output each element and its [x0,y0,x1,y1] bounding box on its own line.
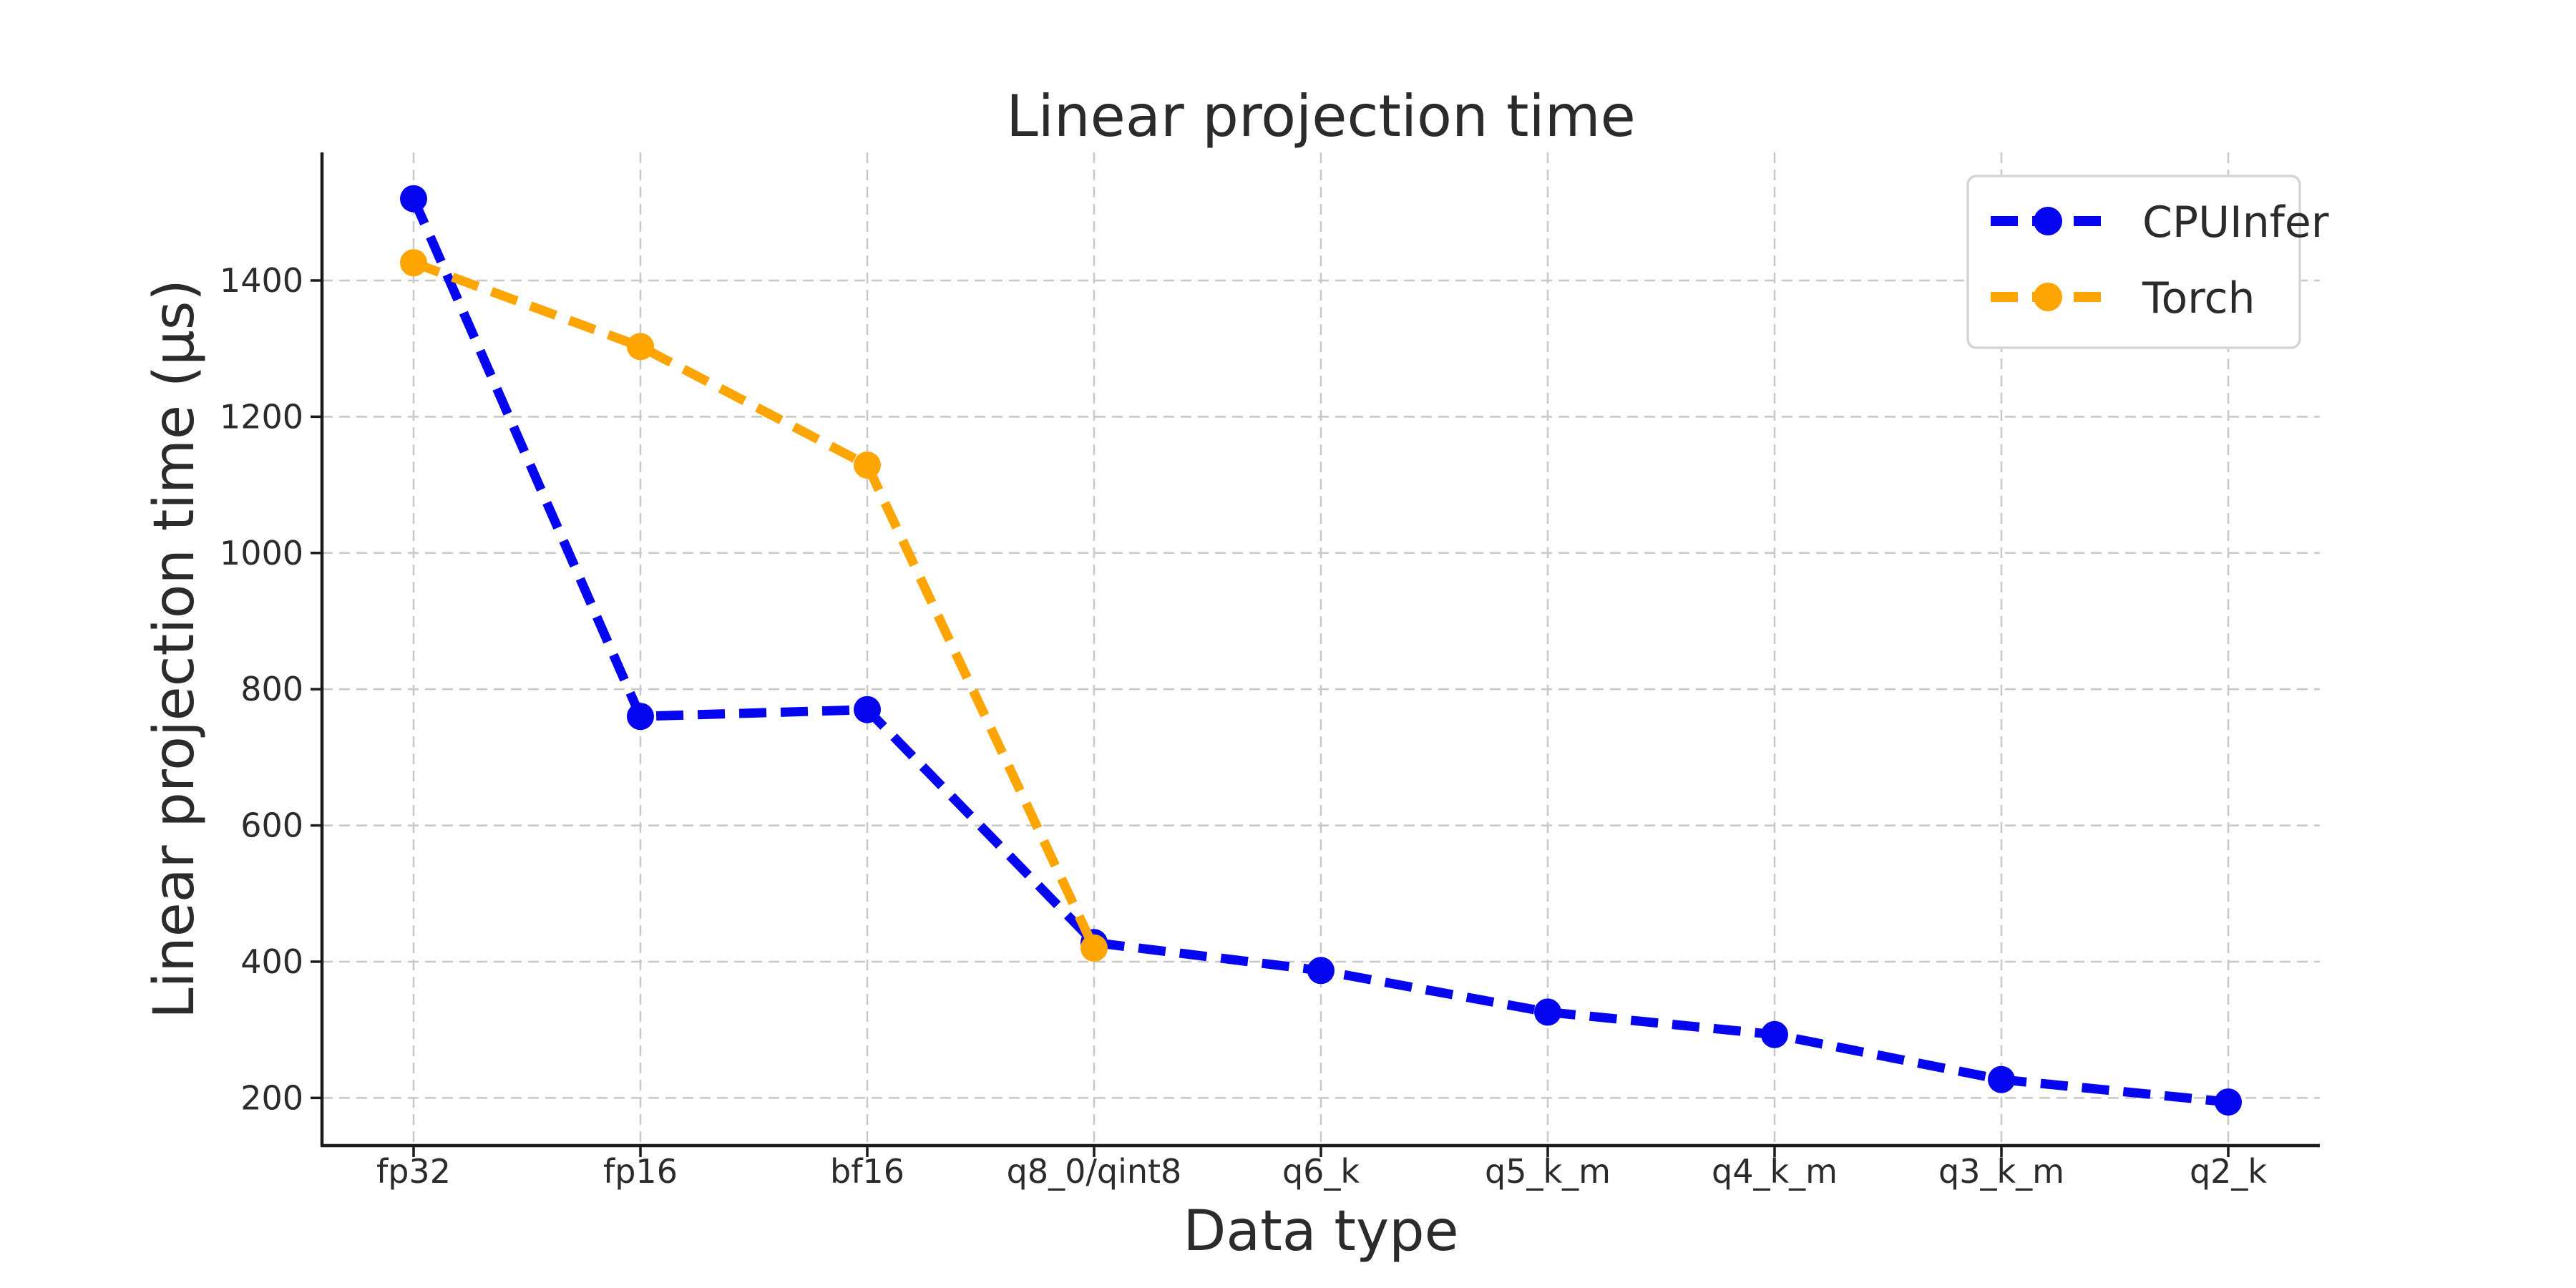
data-point-cpuinfer-q2_k [2215,1088,2242,1116]
x-axis-label: Data type [1183,1199,1458,1264]
legend-label-cpuinfer: CPUInfer [2142,197,2329,248]
x-tick-label-fp32: fp32 [376,1152,451,1191]
y-tick-label-800: 800 [240,670,303,708]
y-tick-label-1400: 1400 [220,261,303,300]
data-point-cpuinfer-fp16 [627,703,654,731]
axis-ticks [311,279,2230,1157]
data-point-cpuinfer-q5_k_m [1534,998,1561,1026]
data-point-torch-fp16 [627,333,654,361]
data-point-torch-fp32 [400,249,427,277]
y-tick-label-200: 200 [240,1078,303,1117]
y-tick-label-1200: 1200 [220,397,303,436]
x-tick-label-q2_k: q2_k [2190,1152,2267,1191]
legend-marker-torch [2034,283,2062,311]
y-tick-labels: 200 400 600 800 1000 1200 1400 [220,261,303,1117]
x-tick-label-q4_k_m: q4_k_m [1712,1152,1838,1191]
data-point-torch-q8_0/qint8 [1080,934,1108,962]
legend: CPUInfer Torch [1966,175,2329,349]
series-layer [400,185,2242,1116]
x-tick-label-q5_k_m: q5_k_m [1485,1152,1611,1191]
x-tick-labels: fp32 fp16 bf16 q8_0/qint8 q6_k q5_k_m q4_k_m q3… [376,1152,2267,1191]
data-point-cpuinfer-q4_k_m [1761,1020,1788,1048]
legend-marker-cpuinfer [2034,207,2062,235]
data-point-cpuinfer-fp32 [400,185,427,213]
series-torch [400,249,1108,962]
y-axis-label: Linear projection time (μs) [142,279,207,1019]
x-tick-label-q6_k: q6_k [1282,1152,1360,1191]
x-tick-label-q8_0/qint8: q8_0/qint8 [1007,1152,1182,1191]
data-point-torch-bf16 [854,452,881,479]
data-point-cpuinfer-q6_k [1307,957,1335,985]
legend-entry-torch: Torch [1991,273,2255,323]
data-point-cpuinfer-q3_k_m [1988,1065,2015,1093]
y-tick-label-400: 400 [240,942,303,981]
chart-title: Linear projection time [1006,83,1636,150]
data-point-cpuinfer-bf16 [854,696,881,723]
x-tick-label-bf16: bf16 [830,1152,904,1191]
x-tick-label-q3_k_m: q3_k_m [1938,1152,2064,1191]
y-tick-label-1000: 1000 [220,534,303,572]
legend-label-torch: Torch [2142,273,2255,323]
legend-entry-cpuinfer: CPUInfer [1991,197,2329,248]
y-tick-label-600: 600 [240,806,303,845]
series-line-torch [411,258,1098,950]
x-tick-label-fp16: fp16 [603,1152,678,1191]
